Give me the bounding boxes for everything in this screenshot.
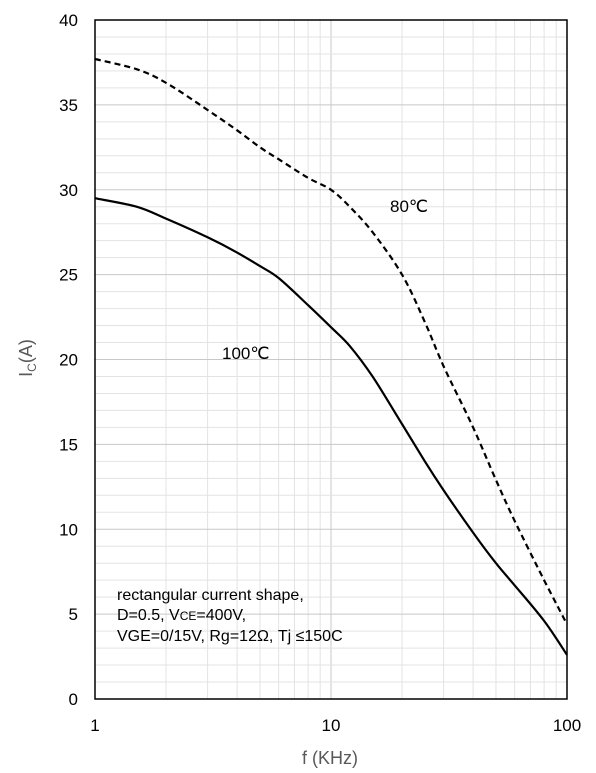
y-axis-title-main: I: [16, 372, 36, 377]
y-tick-label: 40: [59, 11, 78, 30]
annotation-line-1: rectangular current shape,: [117, 587, 304, 604]
y-tick-label: 20: [59, 351, 78, 370]
y-tick-label: 30: [59, 181, 78, 200]
curve-label-100c: 100℃: [222, 344, 269, 363]
y-tick-label: 0: [69, 690, 78, 709]
annotation-line-3: VGE=0/15V, Rg=12Ω, Tj ≤150C: [117, 628, 343, 645]
y-tick-label: 15: [59, 435, 78, 454]
y-tick-label: 5: [69, 605, 78, 624]
x-tick-label: 10: [322, 716, 341, 735]
y-tick-labels: 0 5 10 15 20 25 30 35 40: [59, 11, 78, 709]
plot-frame: [94, 19, 568, 700]
annotation-line-2-sub: CE: [180, 609, 197, 623]
y-axis-title: IC(A): [16, 339, 39, 377]
annotation-line-2: D=0.5, VCE=400V,: [117, 607, 246, 624]
y-axis-title-sub: C: [25, 363, 39, 372]
x-tick-label: 1: [90, 716, 99, 735]
x-axis-title: f (KHz): [302, 748, 358, 768]
annotation-line-2b: =400V,: [196, 607, 246, 624]
x-tick-label: 100: [553, 716, 581, 735]
curves: [94, 57, 568, 656]
curve-label-80c: 80℃: [390, 197, 428, 216]
y-axis-title-rest: (A): [16, 339, 36, 363]
y-tick-label: 35: [59, 96, 78, 115]
series-line-0: [94, 57, 568, 625]
annotation-line-2a: D=0.5, V: [117, 607, 180, 624]
series-line-1: [94, 197, 568, 656]
y-tick-label: 25: [59, 266, 78, 285]
x-tick-labels: 1 10 100: [90, 716, 581, 735]
y-tick-label: 10: [59, 520, 78, 539]
